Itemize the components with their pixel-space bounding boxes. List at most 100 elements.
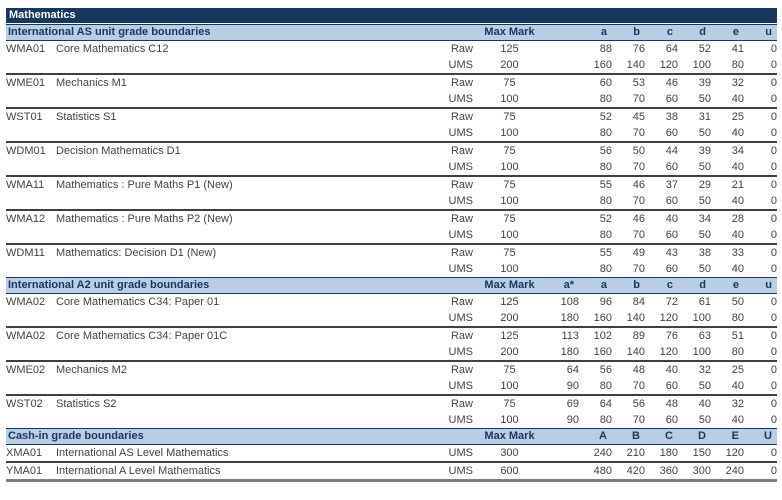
unit-code: WDM01 bbox=[6, 141, 56, 159]
boundary-value: 64 bbox=[579, 394, 612, 412]
boundary-value: 52 bbox=[579, 209, 612, 227]
boundary-value: 0 bbox=[744, 461, 777, 482]
table-row: UMS 100 80 70 60 50 40 0 bbox=[6, 91, 777, 108]
boundary-value: 60 bbox=[665, 229, 678, 241]
boundary-value: 70 bbox=[632, 414, 645, 426]
boundary-value: 61 bbox=[698, 296, 711, 308]
boundary-value: 38 bbox=[645, 107, 678, 125]
boundary-value: 150 bbox=[692, 447, 711, 459]
unit-code: WDM11 bbox=[6, 243, 56, 261]
boundary-value: 29 bbox=[678, 175, 711, 193]
section-header-label: International A2 unit grade boundaries bbox=[6, 277, 473, 294]
mark-type: Raw bbox=[427, 175, 473, 193]
boundary-value bbox=[546, 175, 579, 193]
boundary-value: 39 bbox=[678, 141, 711, 159]
table-row: YMA01 International A Level Mathematics UM… bbox=[6, 461, 777, 482]
boundary-value bbox=[546, 227, 579, 244]
boundary-value: 0 bbox=[770, 414, 777, 426]
boundary-value: 120 bbox=[725, 447, 744, 459]
boundary-value: 50 bbox=[698, 414, 711, 426]
mark-type: UMS bbox=[448, 312, 473, 324]
boundary-value: 55 bbox=[579, 243, 612, 261]
unit-name bbox=[56, 227, 427, 244]
boundary-value: 40 bbox=[731, 229, 744, 241]
boundary-value: 25 bbox=[711, 107, 744, 125]
mark-type: UMS bbox=[448, 380, 473, 392]
mark-type: Raw bbox=[427, 243, 473, 261]
max-mark-value: 600 bbox=[473, 461, 546, 482]
unit-code bbox=[6, 261, 56, 278]
boundary-value: 52 bbox=[579, 107, 612, 125]
table-row: WMA01 Core Mathematics C12 Raw 125 88 76 64 52 4… bbox=[6, 41, 777, 58]
mark-type: UMS bbox=[448, 59, 473, 71]
mark-type: Raw bbox=[427, 209, 473, 227]
table-row: XMA01 International AS Level Mathematics U… bbox=[6, 445, 777, 463]
boundary-value: 72 bbox=[665, 296, 678, 308]
boundary-value bbox=[546, 41, 579, 58]
boundary-value: 0 bbox=[770, 93, 777, 105]
boundary-value: 40 bbox=[731, 127, 744, 139]
boundary-value: 300 bbox=[678, 461, 711, 482]
unit-name: Mechanics M2 bbox=[56, 360, 427, 378]
boundary-value: 40 bbox=[678, 394, 711, 412]
unit-code: WMA02 bbox=[6, 296, 46, 308]
table-row: UMS 100 90 80 70 60 50 40 0 bbox=[6, 378, 777, 395]
grade-column-header: e bbox=[711, 24, 744, 41]
boundary-value: 113 bbox=[546, 326, 579, 344]
boundary-value: 28 bbox=[711, 209, 744, 227]
grade-column-header: u bbox=[744, 277, 777, 294]
boundary-value: 64 bbox=[665, 43, 678, 55]
mark-type: UMS bbox=[427, 461, 473, 482]
unit-name bbox=[56, 91, 427, 108]
unit-code: WST02 bbox=[6, 394, 56, 412]
boundary-value: 100 bbox=[692, 312, 711, 324]
boundary-value: 64 bbox=[546, 360, 579, 378]
max-mark-value: 100 bbox=[500, 93, 519, 105]
boundary-value: 40 bbox=[645, 209, 678, 227]
boundary-value: 96 bbox=[599, 296, 612, 308]
unit-code bbox=[6, 378, 56, 395]
table-row: WMA11 Mathematics : Pure Maths P1 (New) Ra… bbox=[6, 175, 777, 193]
unit-name bbox=[56, 344, 427, 361]
boundary-value: 160 bbox=[593, 346, 612, 358]
boundary-value: 56 bbox=[612, 394, 645, 412]
table-row: UMS 200 160 140 120 100 80 0 bbox=[6, 57, 777, 74]
boundary-value: 0 bbox=[744, 141, 777, 159]
boundary-value: 0 bbox=[770, 447, 777, 459]
unit-code bbox=[6, 193, 56, 210]
boundary-value: 40 bbox=[731, 380, 744, 392]
boundary-value: 50 bbox=[698, 93, 711, 105]
boundary-value: 420 bbox=[612, 461, 645, 482]
table-row: WMA02 Core Mathematics C34: Paper 01 Raw 12… bbox=[6, 294, 777, 311]
mark-type: UMS bbox=[448, 161, 473, 173]
boundary-value: 50 bbox=[698, 229, 711, 241]
unit-code bbox=[6, 227, 56, 244]
boundary-value: 33 bbox=[711, 243, 744, 261]
boundary-value: 41 bbox=[731, 43, 744, 55]
grade-column-header: d bbox=[678, 24, 711, 41]
boundary-value: 50 bbox=[698, 195, 711, 207]
boundary-value: 60 bbox=[665, 161, 678, 173]
boundary-value: 40 bbox=[645, 360, 678, 378]
boundary-value: 31 bbox=[678, 107, 711, 125]
boundary-value: 50 bbox=[698, 161, 711, 173]
max-mark-value: 75 bbox=[473, 107, 546, 125]
boundary-value bbox=[546, 57, 579, 74]
unit-code: WMA01 bbox=[6, 43, 46, 55]
table-row: UMS 100 80 70 60 50 40 0 bbox=[6, 125, 777, 142]
max-mark-value: 75 bbox=[473, 394, 546, 412]
table-row: UMS 100 80 70 60 50 40 0 bbox=[6, 193, 777, 210]
boundary-value: 46 bbox=[645, 73, 678, 91]
boundary-value: 50 bbox=[731, 296, 744, 308]
mark-type: Raw bbox=[427, 73, 473, 91]
grade-column-header: C bbox=[645, 428, 678, 445]
max-mark-value: 100 bbox=[500, 195, 519, 207]
boundary-value: 70 bbox=[632, 263, 645, 275]
boundary-value: 60 bbox=[665, 195, 678, 207]
boundary-value: 160 bbox=[593, 59, 612, 71]
unit-name bbox=[56, 412, 427, 429]
boundary-value: 40 bbox=[731, 414, 744, 426]
grade-column-header: B bbox=[612, 428, 645, 445]
max-mark-value: 75 bbox=[473, 360, 546, 378]
grade-column-header bbox=[546, 428, 579, 445]
